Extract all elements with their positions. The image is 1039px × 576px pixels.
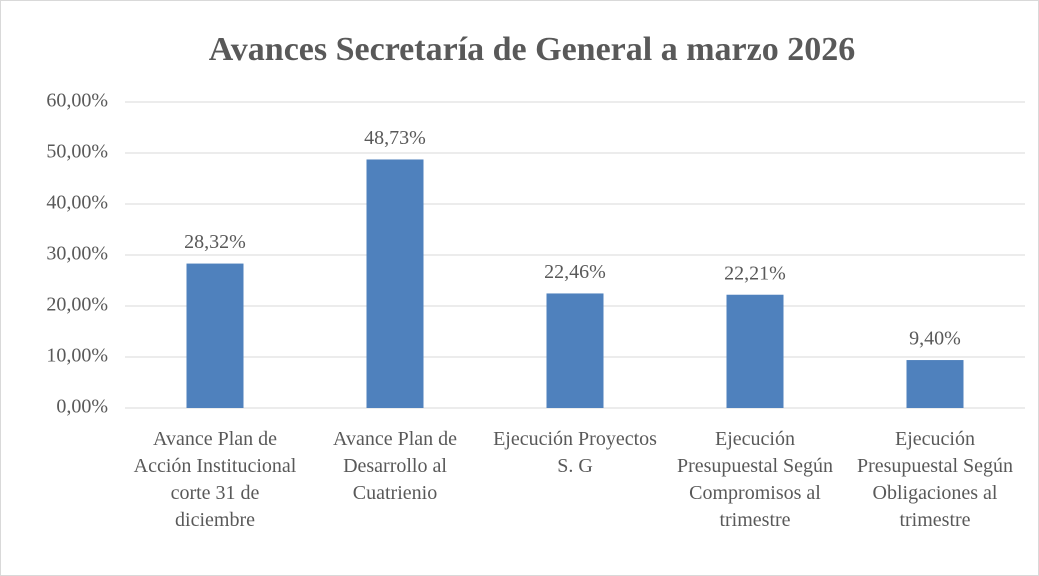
x-tick-label: Avance Plan de Desarrollo al Cuatrienio (332, 428, 458, 504)
y-tick-label: 60,00% (46, 90, 108, 112)
data-label: 48,73% (364, 127, 426, 149)
x-tick-label: Ejecución Presupuestal Según Obligacione… (856, 428, 1014, 531)
x-tick-label: Avance Plan de Acción Institucional cort… (133, 428, 297, 531)
data-label: 9,40% (909, 328, 961, 350)
data-label: 22,46% (544, 261, 606, 283)
data-label: 28,32% (184, 231, 246, 253)
bar (906, 360, 964, 408)
x-tick-label: Ejecución Proyectos S. G (493, 428, 657, 477)
bar (366, 159, 424, 408)
bar (546, 293, 604, 408)
y-tick-label: 50,00% (46, 141, 108, 163)
y-tick-label: 40,00% (46, 192, 108, 214)
y-tick-label: 0,00% (56, 396, 108, 418)
x-tick-label: Ejecución Presupuestal Según Compromisos… (676, 428, 834, 531)
data-label: 22,21% (724, 262, 786, 284)
y-tick-label: 20,00% (46, 294, 108, 316)
y-tick-label: 30,00% (46, 243, 108, 265)
bar (186, 263, 244, 408)
bar (726, 294, 784, 408)
chart-title: Avances Secretaría de General a marzo 20… (209, 31, 855, 68)
y-tick-label: 10,00% (46, 345, 108, 367)
